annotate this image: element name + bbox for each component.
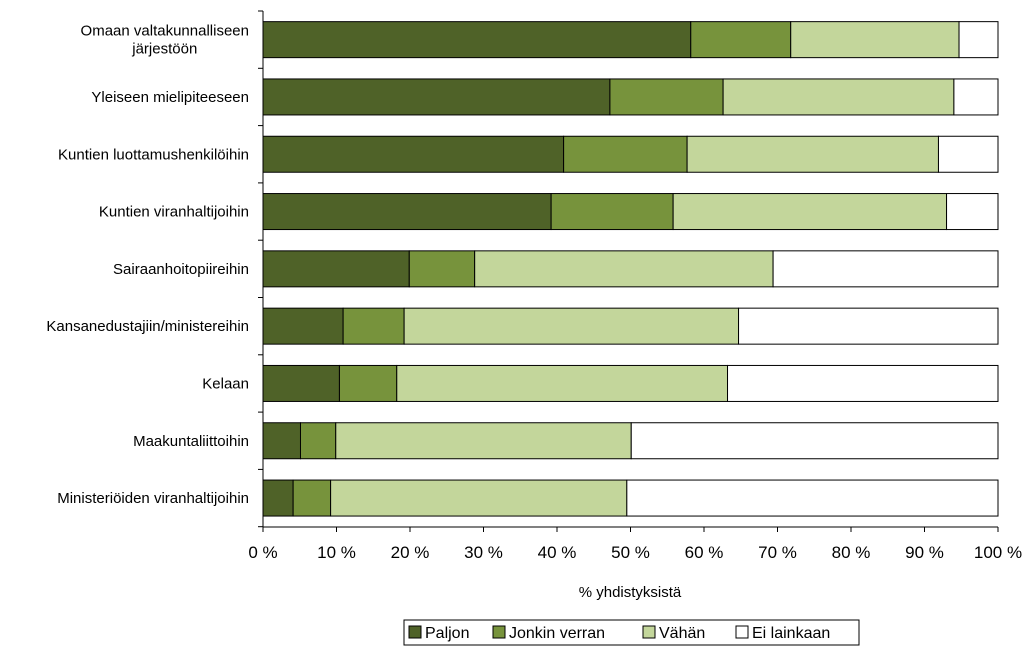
bar-segment-8-1 bbox=[262, 422, 301, 460]
bar-segment-1-3 bbox=[790, 21, 960, 59]
x-axis-ticks bbox=[262, 527, 999, 532]
bar-segment-5-1 bbox=[262, 250, 410, 288]
bar-segment-2-2 bbox=[609, 78, 724, 116]
bar-segment-7-3 bbox=[396, 364, 729, 402]
legend-swatch-1 bbox=[408, 625, 422, 639]
x-tick-label: 50 % bbox=[611, 543, 650, 562]
category-label: Maakuntaliittoihin bbox=[133, 433, 249, 450]
x-tick-label: 60 % bbox=[685, 543, 724, 562]
bar-segment-6-3 bbox=[403, 307, 740, 345]
bar-segment-4-3 bbox=[672, 193, 948, 231]
bar-segment-7-1 bbox=[262, 364, 340, 402]
bar-segment-7-2 bbox=[338, 364, 398, 402]
x-tick-label: 20 % bbox=[391, 543, 430, 562]
bar-segment-3-4 bbox=[937, 135, 999, 173]
x-tick-labels: 0 % 10 % 20 % 30 % 40 % 50 % 60 % 70 % 80 % 90 % 1… bbox=[248, 543, 1022, 562]
bar-segment-8-4 bbox=[630, 422, 999, 460]
category-labels: Omaan valtakunnalliseen järjestöön Yleisee… bbox=[46, 23, 249, 507]
bar-segment-3-2 bbox=[563, 135, 688, 173]
bar-segment-1-4 bbox=[958, 21, 999, 59]
legend-box bbox=[403, 619, 860, 646]
bar-segment-7-4 bbox=[727, 364, 999, 402]
bar-segment-1-2 bbox=[690, 21, 792, 59]
category-label: Yleiseen mielipiteeseen bbox=[91, 89, 249, 106]
bar-segment-1-1 bbox=[262, 21, 692, 59]
category-label: Kansanedustajiin/ministereihin bbox=[46, 318, 249, 335]
bars-layer bbox=[262, 21, 999, 517]
legend-swatch-4 bbox=[735, 625, 749, 639]
bar-segment-4-2 bbox=[550, 193, 674, 231]
bar-segment-6-2 bbox=[342, 307, 405, 345]
bar-segment-9-1 bbox=[262, 479, 294, 517]
legend-label-1: Paljon bbox=[425, 625, 469, 642]
bar-segment-5-4 bbox=[772, 250, 999, 288]
bar-segment-4-4 bbox=[946, 193, 999, 231]
x-tick-label: 40 % bbox=[538, 543, 577, 562]
x-tick-label: 80 % bbox=[832, 543, 871, 562]
bar-segment-2-3 bbox=[722, 78, 955, 116]
x-tick-label: 70 % bbox=[758, 543, 797, 562]
category-label: Omaan valtakunnalliseen järjestöön bbox=[81, 23, 249, 58]
x-tick-label: 30 % bbox=[464, 543, 503, 562]
bar-segment-5-3 bbox=[474, 250, 774, 288]
x-axis-title: % yhdistyksistä bbox=[579, 584, 682, 601]
legend-label-3: Vähän bbox=[659, 625, 705, 642]
category-label: Kuntien luottamushenkilöihin bbox=[58, 146, 249, 163]
y-axis-ticks bbox=[258, 10, 263, 528]
bar-segment-8-3 bbox=[335, 422, 632, 460]
bar-segment-2-1 bbox=[262, 78, 611, 116]
legend-label-2: Jonkin verran bbox=[509, 625, 605, 642]
x-tick-label: 0 % bbox=[248, 543, 277, 562]
bar-segment-8-2 bbox=[299, 422, 337, 460]
bar-segment-2-4 bbox=[953, 78, 999, 116]
category-label: Sairaanhoitopiireihin bbox=[113, 261, 249, 278]
bar-segment-5-2 bbox=[408, 250, 476, 288]
bar-segment-3-3 bbox=[686, 135, 939, 173]
bar-segment-9-2 bbox=[292, 479, 332, 517]
bar-segment-9-3 bbox=[330, 479, 628, 517]
x-tick-label: 90 % bbox=[905, 543, 944, 562]
legend-label-4: Ei lainkaan bbox=[752, 625, 830, 642]
category-label: Kelaan bbox=[202, 375, 249, 392]
bar-segment-3-1 bbox=[262, 135, 565, 173]
x-tick-label: 10 % bbox=[317, 543, 356, 562]
legend-swatch-3 bbox=[642, 625, 656, 639]
category-label: Ministeriöiden viranhaltijoihin bbox=[57, 490, 249, 507]
bar-segment-9-4 bbox=[626, 479, 999, 517]
bar-segment-6-4 bbox=[738, 307, 999, 345]
legend: Paljon Jonkin verran Vähän Ei lainkaan bbox=[403, 619, 860, 646]
bar-segment-4-1 bbox=[262, 193, 552, 231]
x-tick-label: 100 % bbox=[974, 543, 1022, 562]
legend-swatch-2 bbox=[492, 625, 506, 639]
bar-segment-6-1 bbox=[262, 307, 344, 345]
category-label: Kuntien viranhaltijoihin bbox=[99, 204, 249, 221]
